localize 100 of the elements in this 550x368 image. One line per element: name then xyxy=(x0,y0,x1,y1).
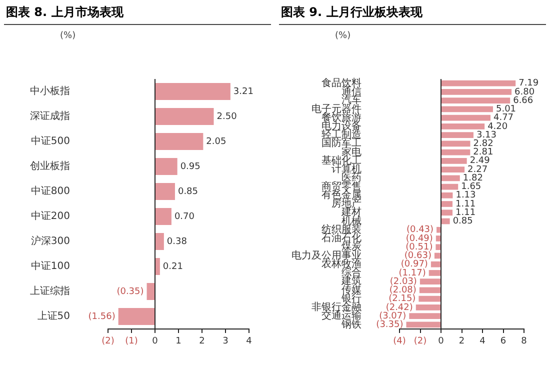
data-label: 7.19 xyxy=(518,78,539,89)
bar xyxy=(442,192,453,198)
x-tick-label: 3 xyxy=(222,336,228,347)
y-axis-title: (%) xyxy=(60,31,77,43)
bar xyxy=(156,133,204,150)
data-label: 4.20 xyxy=(488,122,508,132)
bar xyxy=(442,89,512,95)
data-label: 4.77 xyxy=(493,113,514,124)
bar xyxy=(430,261,440,268)
y-tick-label: 商贸零售 xyxy=(322,180,362,192)
data-label: 2.05 xyxy=(206,136,226,147)
bar xyxy=(436,236,440,242)
y-tick-label: 中证500 xyxy=(30,135,70,148)
y-tick-label: 中证200 xyxy=(30,210,70,222)
bar xyxy=(442,184,458,190)
bar xyxy=(418,296,440,302)
bar xyxy=(146,283,154,300)
bar xyxy=(409,313,440,319)
bar xyxy=(419,287,440,294)
y-tick-label: 机械 xyxy=(342,214,362,227)
bar xyxy=(406,322,440,328)
data-label: 0.70 xyxy=(174,212,195,222)
bar xyxy=(436,244,440,250)
data-label: 0.95 xyxy=(180,162,200,172)
data-label: 0.85 xyxy=(452,216,473,227)
bar xyxy=(428,270,440,276)
bar xyxy=(156,83,230,100)
y-axis-title: (%) xyxy=(335,31,352,43)
y-tick-label: 中小板指 xyxy=(30,85,70,98)
chart-title: 图表 9. 上月行业板块表现 xyxy=(279,0,546,25)
y-tick-label: 深证成指 xyxy=(30,110,70,122)
data-label: (1.17) xyxy=(398,268,426,278)
data-label: (0.97) xyxy=(400,260,428,270)
data-label: (2.15) xyxy=(388,294,416,304)
bar xyxy=(442,123,485,130)
x-tick-label: (1) xyxy=(125,336,138,347)
data-label: (0.51) xyxy=(406,242,433,252)
y-tick-label: 银行 xyxy=(340,293,362,304)
y-tick-label: 上证综指 xyxy=(30,285,70,298)
bar xyxy=(442,132,474,138)
x-tick-label: (2) xyxy=(102,336,114,347)
data-label: (0.49) xyxy=(406,234,433,244)
data-label: 1.82 xyxy=(462,173,483,184)
data-label: (1.56) xyxy=(88,312,116,322)
data-label: 2.50 xyxy=(216,112,238,122)
data-label: (2.03) xyxy=(390,276,417,287)
x-tick-label: 1 xyxy=(176,336,182,347)
x-tick-label: 4 xyxy=(480,336,486,347)
bar xyxy=(118,308,154,325)
x-tick-label: 4 xyxy=(246,336,252,347)
y-tick-label: 中证100 xyxy=(30,260,70,272)
y-tick-label: 沪深300 xyxy=(30,235,70,248)
bar xyxy=(156,183,175,200)
y-tick-label: 餐饮旅游 xyxy=(322,111,362,124)
bar xyxy=(442,98,510,104)
x-tick-label: 6 xyxy=(500,336,506,347)
data-label: 0.38 xyxy=(166,236,188,247)
bar xyxy=(434,252,440,259)
data-label: (3.07) xyxy=(379,311,406,322)
x-tick-label: (2) xyxy=(414,336,427,347)
x-tick-label: (4) xyxy=(393,336,406,347)
data-label: 0.21 xyxy=(162,262,183,272)
x-tick-label: 2 xyxy=(199,336,205,347)
data-label: 5.01 xyxy=(496,104,516,115)
data-label: (3.35) xyxy=(376,320,404,330)
bar xyxy=(156,158,178,175)
bar xyxy=(442,218,450,224)
bar xyxy=(442,201,453,207)
y-tick-label: 创业板指 xyxy=(30,160,70,172)
bar xyxy=(442,158,467,164)
bar xyxy=(442,114,490,121)
bar xyxy=(436,226,440,233)
bar xyxy=(156,233,164,250)
x-tick-label: 8 xyxy=(521,336,528,347)
x-tick-label: 2 xyxy=(458,336,465,347)
bar xyxy=(156,108,214,125)
y-tick-label: 食品饮料 xyxy=(322,76,362,89)
bar xyxy=(420,278,440,285)
data-label: 1.13 xyxy=(456,190,476,201)
bar xyxy=(156,208,172,225)
data-label: 3.21 xyxy=(233,86,254,97)
bar xyxy=(442,149,470,156)
data-label: 6.80 xyxy=(514,87,535,98)
data-label: 2.81 xyxy=(473,148,494,158)
bar xyxy=(442,106,493,112)
y-tick-label: 钢铁 xyxy=(340,318,362,330)
data-label: (0.35) xyxy=(116,286,144,297)
bar xyxy=(442,175,460,182)
chart-title: 图表 8. 上月市场表现 xyxy=(4,0,271,25)
data-label: 3.13 xyxy=(476,130,497,140)
x-tick-label: 0 xyxy=(438,336,444,347)
data-label: (0.43) xyxy=(406,225,434,236)
data-label: 2.82 xyxy=(473,139,494,149)
bar xyxy=(442,166,465,172)
bar xyxy=(442,140,470,147)
y-tick-label: 传媒 xyxy=(342,284,362,296)
data-label: 2.27 xyxy=(468,164,488,175)
data-label: 1.11 xyxy=(456,199,476,210)
data-label: 2.49 xyxy=(470,156,490,166)
data-label: 6.66 xyxy=(513,96,534,106)
